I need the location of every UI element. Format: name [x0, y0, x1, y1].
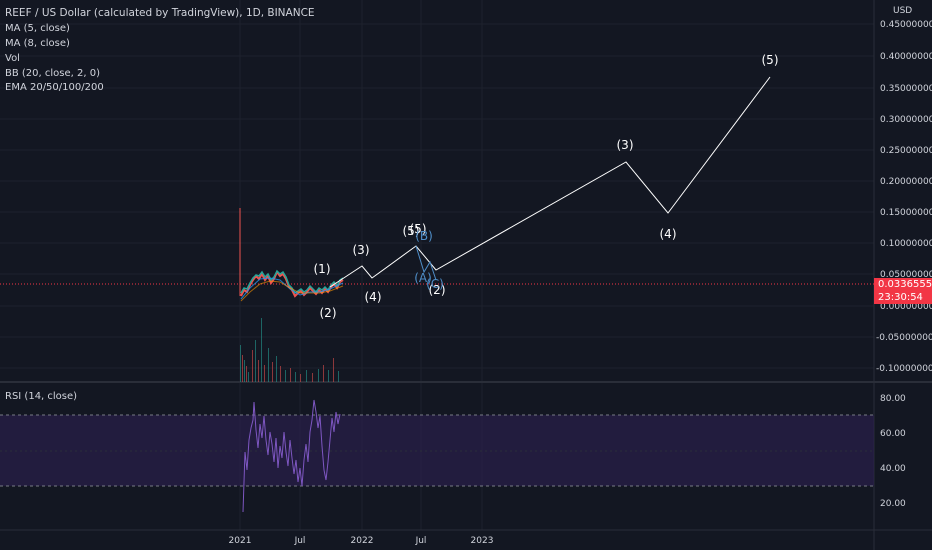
time-tick: Jul: [294, 536, 306, 546]
bar-countdown: 23:30:54: [874, 291, 932, 304]
wave-label-c: (C): [426, 277, 444, 291]
price-tick: 0.30000000: [880, 115, 932, 125]
time-tick: 2022: [351, 536, 374, 546]
wave-projection-primary[interactable]: [329, 76, 771, 288]
price-axis-currency: USD: [893, 6, 912, 16]
indicator-ma5[interactable]: MA (5, close): [5, 23, 70, 34]
current-price-tag: 0.03365559: [874, 278, 932, 291]
price-tick: 0.25000000: [880, 146, 932, 156]
price-series: [239, 208, 344, 302]
rsi-tick: 80.00: [880, 394, 906, 404]
price-tick: -0.10000000: [876, 364, 932, 374]
wave-label-b: (B): [415, 229, 433, 243]
time-tick: 2021: [229, 536, 252, 546]
rsi-tick: 20.00: [880, 499, 906, 509]
chart-title[interactable]: REEF / US Dollar (calculated by TradingV…: [5, 7, 315, 19]
rsi-label[interactable]: RSI (14, close): [5, 391, 78, 402]
wave-label-5-overlap: (5): [410, 222, 427, 236]
time-tick: 2023: [471, 536, 494, 546]
time-tick: Jul: [415, 536, 427, 546]
wave-label-a: (A): [414, 271, 432, 285]
price-tick: 0.40000000: [880, 52, 932, 62]
wave-label-4-second: (4): [660, 227, 677, 241]
wave-label-2: (2): [320, 306, 337, 320]
indicator-ma8[interactable]: MA (8, close): [5, 38, 70, 49]
indicator-ema[interactable]: EMA 20/50/100/200: [5, 82, 104, 93]
price-tick: 0.10000000: [880, 239, 932, 249]
wave-label-3-second: (3): [617, 138, 634, 152]
price-tick: 0.45000000: [880, 20, 932, 30]
grid: [0, 0, 874, 530]
price-tick: 0.20000000: [880, 177, 932, 187]
wave-label-1: (1): [314, 262, 331, 276]
volume-bars: [240, 318, 339, 382]
indicator-volume[interactable]: Vol: [5, 53, 20, 64]
rsi-tick: 60.00: [880, 429, 906, 439]
wave-projection-corrective[interactable]: [415, 245, 437, 281]
wave-label-4: (4): [365, 290, 382, 304]
rsi-line: [242, 399, 341, 513]
wave-label-5: (5): [403, 224, 420, 238]
wave-label-2-second: (2): [429, 283, 446, 297]
indicator-bb[interactable]: BB (20, close, 2, 0): [5, 68, 100, 79]
price-tick: 0.05000000: [880, 270, 932, 280]
price-tick: -0.05000000: [876, 333, 932, 343]
price-tick: 0.00000000: [880, 302, 932, 312]
price-tick: 0.35000000: [880, 84, 932, 94]
wave-label-3: (3): [353, 243, 370, 257]
price-tick: 0.15000000: [880, 208, 932, 218]
rsi-tick: 40.00: [880, 464, 906, 474]
wave-label-5-second: (5): [762, 53, 779, 67]
rsi-pane: [0, 399, 874, 513]
